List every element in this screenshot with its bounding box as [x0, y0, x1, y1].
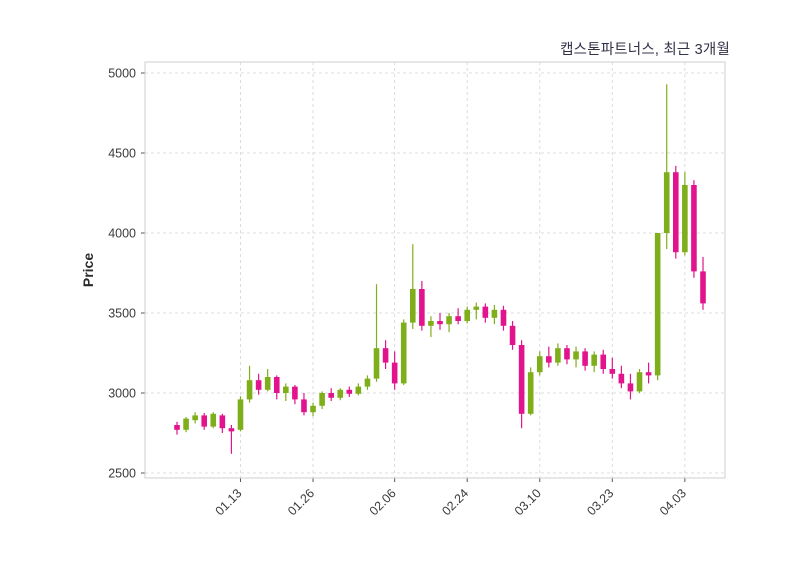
svg-text:02.24: 02.24: [439, 486, 471, 518]
svg-text:04.03: 04.03: [657, 486, 689, 518]
svg-text:01.13: 01.13: [213, 486, 245, 518]
svg-text:2500: 2500: [108, 467, 136, 481]
svg-text:3000: 3000: [108, 387, 136, 401]
svg-text:4000: 4000: [108, 227, 136, 241]
y-axis-label: Price: [80, 252, 96, 288]
svg-text:03.10: 03.10: [512, 486, 544, 518]
svg-text:4500: 4500: [108, 147, 136, 161]
chart-title: 캡스톤파트너스, 최근 3개월: [560, 42, 730, 58]
svg-text:3500: 3500: [108, 307, 136, 321]
svg-text:03.23: 03.23: [584, 486, 616, 518]
svg-text:5000: 5000: [108, 67, 136, 81]
svg-text:02.06: 02.06: [367, 486, 399, 518]
svg-text:01.26: 01.26: [285, 486, 317, 518]
